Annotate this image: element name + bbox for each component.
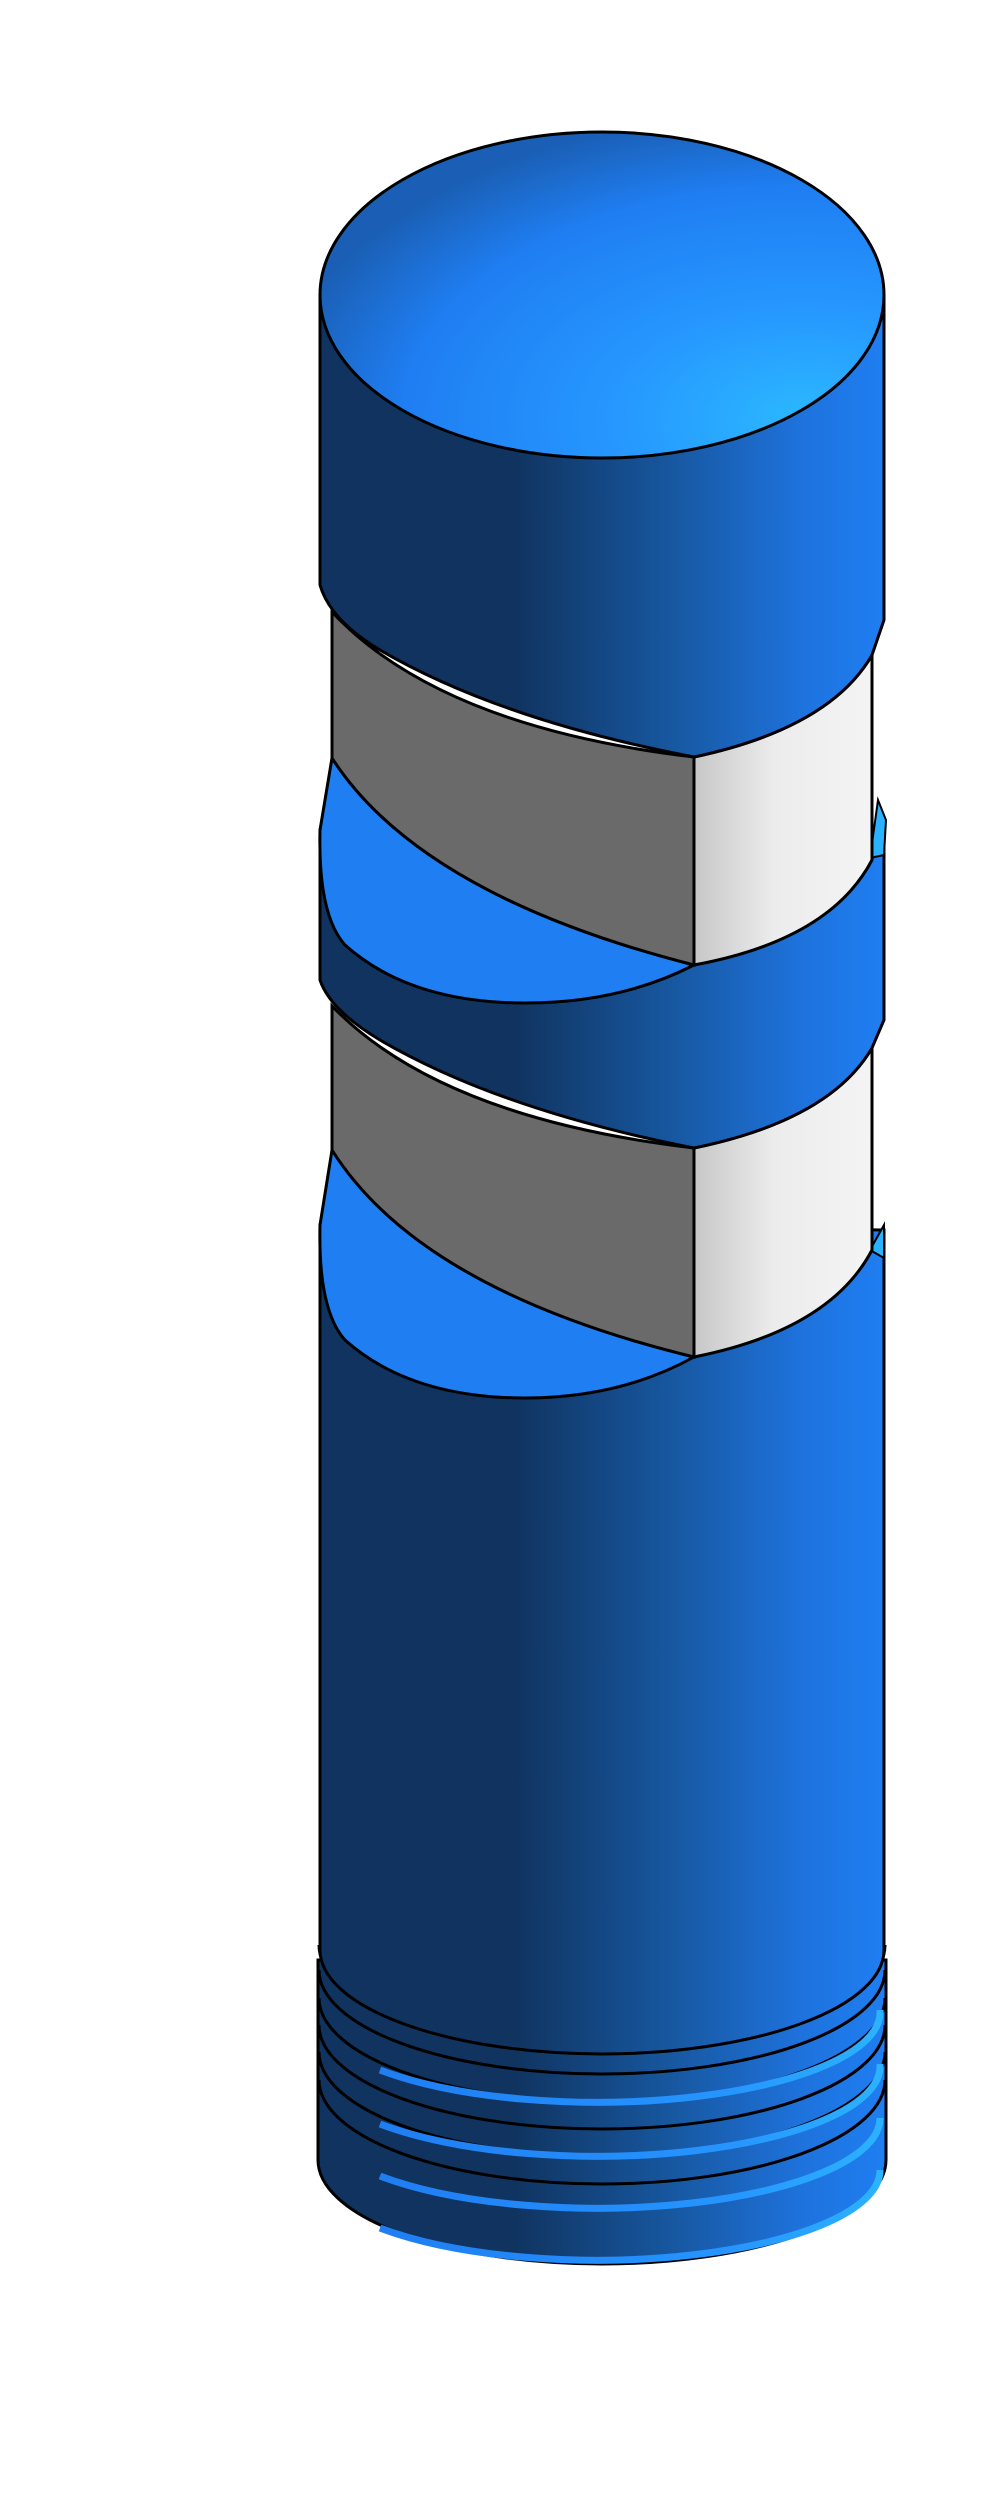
- top-face: [318, 130, 886, 460]
- thread-highlight: [378, 2117, 884, 2212]
- thread-ring: [317, 2024, 887, 2131]
- top-section: [318, 130, 886, 759]
- thread-highlight: [378, 2063, 884, 2160]
- lower-body-side: [318, 1223, 886, 2056]
- thread-highlights: [378, 2009, 884, 2264]
- middle-groove-rim: [868, 796, 888, 860]
- upper-groove-core: [330, 608, 874, 967]
- outline-accents: [318, 295, 886, 620]
- lower-body: [318, 1145, 886, 2056]
- thread-ring: [317, 2079, 887, 2186]
- thread-highlight: [378, 2169, 884, 2264]
- thread-highlight: [378, 2009, 884, 2106]
- thread-ring: [317, 1969, 887, 2076]
